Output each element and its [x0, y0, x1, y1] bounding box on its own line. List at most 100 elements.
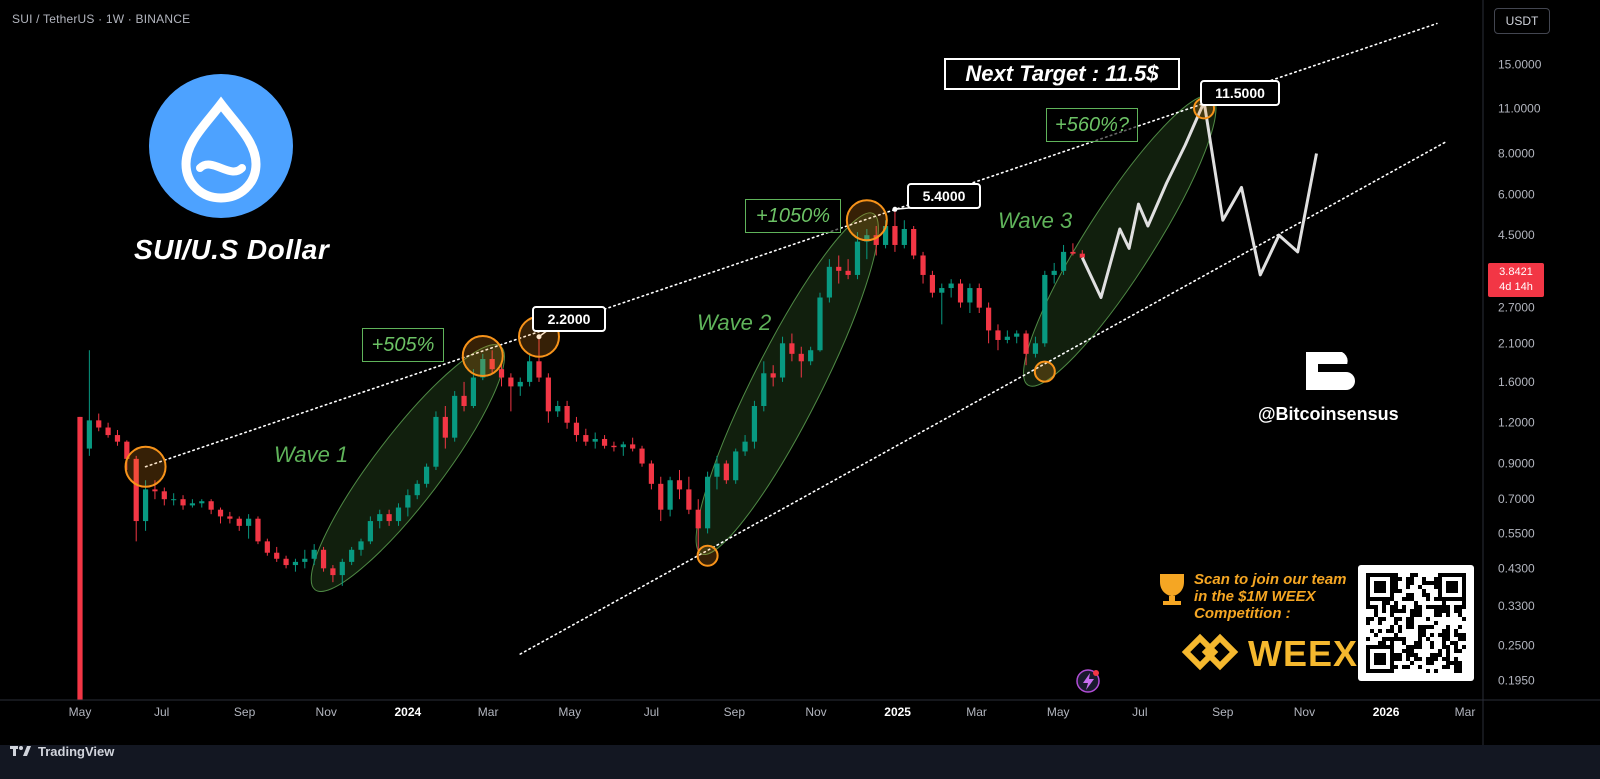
qr-module	[1438, 605, 1442, 609]
qr-module	[1394, 581, 1398, 585]
lightning-bolt	[1083, 673, 1094, 690]
qr-module	[1382, 641, 1386, 645]
candle-body	[86, 420, 92, 449]
qr-module	[1426, 661, 1430, 665]
chart-area[interactable]: 20.000015.000011.00008.00006.00004.50002…	[0, 0, 1600, 745]
qr-module	[1402, 605, 1406, 609]
candle-body	[948, 283, 954, 289]
qr-module	[1406, 621, 1410, 625]
qr-module	[1414, 613, 1418, 617]
qr-module	[1434, 653, 1438, 657]
candle-body	[920, 255, 926, 275]
currency-button[interactable]: USDT	[1494, 8, 1550, 34]
qr-module	[1394, 637, 1398, 641]
candle-body	[536, 361, 542, 378]
qr-module	[1430, 661, 1434, 665]
time-tick-label: Mar	[966, 705, 987, 719]
candle-body	[142, 489, 149, 522]
price-axis[interactable]: 20.000015.000011.00008.00006.00004.50002…	[1482, 0, 1600, 745]
price-axis-bg	[1483, 0, 1600, 745]
qr-module	[1462, 617, 1466, 621]
qr-module	[1450, 661, 1454, 665]
qr-module	[1446, 637, 1450, 641]
candle-body	[264, 541, 270, 553]
qr-module	[1410, 577, 1414, 581]
sui-logo-circle	[149, 74, 293, 218]
time-tick-label: Nov	[316, 705, 337, 719]
candle-body	[208, 501, 214, 510]
qr-module	[1402, 637, 1406, 641]
candle-body	[1014, 333, 1020, 337]
current-price-value: 3.8421	[1499, 266, 1533, 278]
candle-body	[826, 266, 832, 298]
callout-anchor-dot	[536, 334, 542, 340]
tradingview-footer[interactable]: TradingView	[10, 736, 114, 766]
price-tick-label: 0.3300	[1498, 599, 1535, 613]
qr-module	[1406, 625, 1410, 629]
candle-body	[676, 480, 683, 490]
candle-body	[845, 270, 851, 275]
symbol-info[interactable]: SUI / TetherUS · 1W · BINANCE	[12, 12, 191, 26]
qr-module	[1434, 669, 1438, 673]
qr-module	[1366, 637, 1370, 641]
price-tick-label: 0.1950	[1498, 674, 1535, 688]
price-tick-label: 2.1000	[1498, 336, 1535, 350]
qr-module	[1406, 645, 1410, 649]
qr-module	[1462, 605, 1466, 609]
candle-body	[180, 499, 186, 506]
candle-body	[601, 438, 608, 446]
qr-module	[1386, 629, 1390, 633]
qr-module	[1410, 645, 1414, 649]
qr-module	[1458, 669, 1462, 673]
candle-body	[583, 435, 589, 442]
qr-module	[1446, 605, 1450, 609]
qr-module	[1422, 629, 1426, 633]
current-price-tag[interactable]: 3.8421 4d 14h	[1488, 263, 1544, 297]
price-callout-11500: 11.5000	[1200, 80, 1280, 106]
candle-body	[320, 549, 327, 569]
qr-module	[1414, 605, 1418, 609]
price-tick-label: 0.2500	[1498, 638, 1535, 652]
qr-module	[1390, 605, 1394, 609]
qr-module	[1386, 637, 1390, 641]
qr-module	[1446, 609, 1450, 613]
qr-module	[1398, 617, 1402, 621]
candle-body	[255, 518, 261, 542]
qr-module	[1394, 633, 1398, 637]
price-callout-5400: 5.4000	[907, 183, 981, 209]
time-axis[interactable]: May Jul Sep Nov 2024 Mar May Jul Sep Nov 2025 Mar Ma…	[0, 699, 1600, 719]
qr-module	[1430, 625, 1434, 629]
qr-code-icon	[1358, 565, 1474, 681]
qr-module	[1454, 657, 1458, 661]
qr-module	[1410, 597, 1414, 601]
candle-body	[423, 466, 430, 484]
trophy-stem	[1169, 596, 1175, 601]
qr-module	[1426, 593, 1430, 597]
candle-body	[189, 503, 196, 506]
time-tick-label: May	[1047, 705, 1070, 719]
trophy-base	[1163, 601, 1181, 605]
qr-module	[1446, 613, 1450, 617]
candle-body	[911, 229, 917, 256]
qr-module	[1434, 577, 1438, 581]
qr-module	[1410, 593, 1414, 597]
qr-module	[1426, 597, 1430, 601]
candle-body	[480, 359, 486, 378]
candle-body	[658, 483, 664, 510]
qr-module	[1394, 585, 1398, 589]
candle-body	[611, 445, 617, 448]
price-tick-label: 6.0000	[1498, 187, 1535, 201]
price-chart[interactable]: 20.000015.000011.00008.00006.00004.50002…	[0, 0, 1600, 745]
candle-body	[302, 558, 308, 562]
candle-body	[171, 499, 177, 501]
weex-diamond-left	[1181, 633, 1219, 671]
qr-module	[1454, 641, 1458, 645]
qr-module	[1394, 665, 1398, 669]
qr-module	[1446, 653, 1450, 657]
time-tick-label: Sep	[234, 705, 256, 719]
price-tick-label: 4.5000	[1498, 228, 1535, 242]
qr-module	[1394, 657, 1398, 661]
qr-module	[1394, 605, 1398, 609]
candle-body	[498, 369, 505, 378]
price-tick-label: 15.0000	[1498, 57, 1542, 71]
